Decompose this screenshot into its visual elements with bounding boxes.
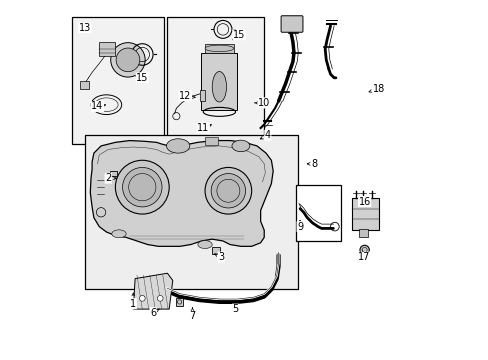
Ellipse shape (166, 139, 189, 153)
Ellipse shape (212, 72, 226, 102)
Text: 12: 12 (179, 91, 195, 101)
Bar (85, 135, 298, 289)
Polygon shape (133, 273, 172, 309)
Bar (351, 198, 378, 230)
Bar (80, 81, 89, 89)
Circle shape (157, 296, 163, 301)
Text: 4: 4 (260, 130, 270, 140)
Text: 18: 18 (368, 84, 385, 94)
Ellipse shape (112, 230, 126, 238)
Bar (204, 44, 233, 53)
PathPatch shape (90, 140, 273, 246)
Text: 9: 9 (296, 220, 303, 231)
Ellipse shape (231, 140, 249, 152)
Bar (176, 298, 183, 306)
Bar (167, 17, 264, 149)
Circle shape (139, 296, 145, 301)
Bar (99, 42, 115, 56)
Bar (199, 90, 204, 101)
Text: 16: 16 (358, 197, 370, 207)
Text: 3: 3 (214, 252, 224, 262)
Bar (110, 171, 117, 176)
Text: 1: 1 (130, 293, 136, 309)
Bar (72, 17, 163, 144)
Circle shape (204, 167, 251, 214)
Circle shape (359, 245, 368, 255)
Bar (359, 229, 367, 237)
Circle shape (110, 42, 145, 77)
Text: 13: 13 (79, 23, 91, 33)
Ellipse shape (198, 240, 212, 248)
Circle shape (116, 48, 140, 72)
Ellipse shape (204, 45, 233, 51)
Text: 6: 6 (150, 308, 159, 318)
Text: 5: 5 (232, 301, 238, 314)
Text: 8: 8 (306, 159, 317, 169)
Circle shape (115, 160, 169, 214)
Circle shape (211, 174, 245, 208)
Text: 10: 10 (254, 98, 270, 108)
FancyBboxPatch shape (281, 16, 303, 32)
Bar (201, 53, 237, 110)
Text: 2: 2 (105, 173, 116, 183)
Text: 11: 11 (197, 123, 211, 133)
Bar (212, 247, 220, 253)
Bar (204, 137, 217, 145)
Text: 15: 15 (135, 73, 148, 83)
Text: 14: 14 (91, 102, 105, 112)
Circle shape (122, 167, 162, 207)
Text: 17: 17 (358, 251, 370, 262)
Text: 7: 7 (189, 308, 195, 321)
Bar (296, 185, 341, 241)
Text: 15: 15 (232, 30, 245, 40)
